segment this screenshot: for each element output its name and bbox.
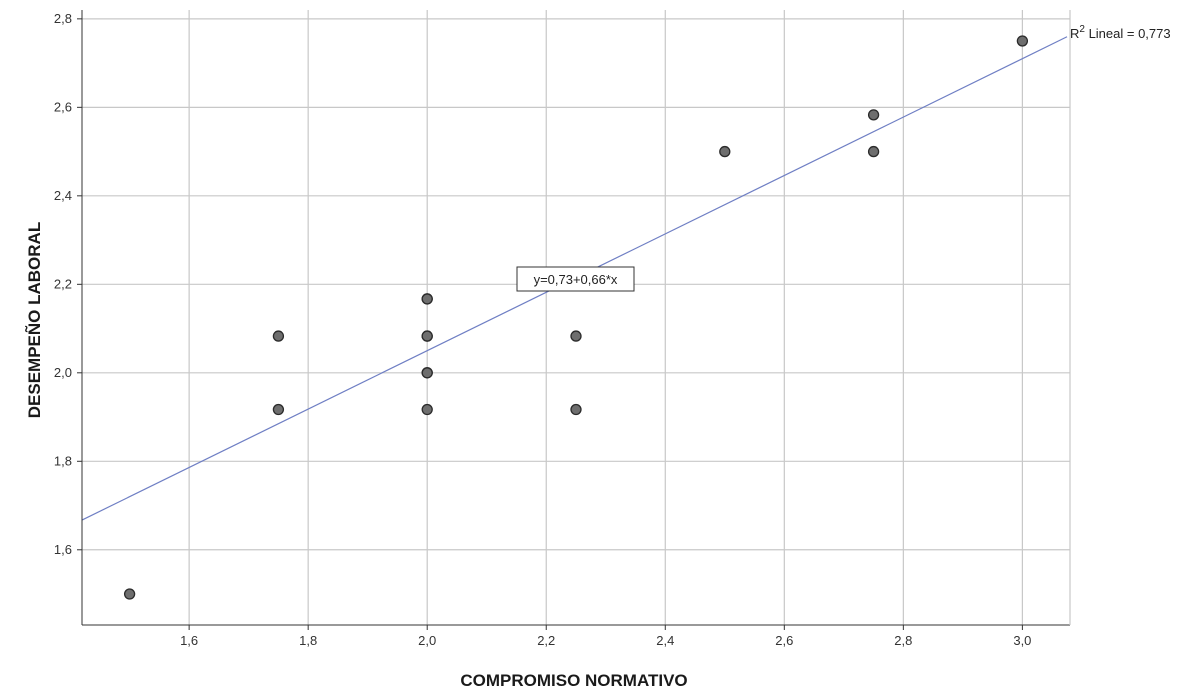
y-axis-label: DESEMPEÑO LABORAL — [24, 222, 44, 418]
y-tick-label: 2,6 — [54, 99, 72, 114]
x-tick-label: 2,0 — [418, 633, 436, 648]
equation-label: y=0,73+0,66*x — [534, 272, 618, 287]
equation-box — [516, 266, 635, 292]
data-point — [867, 145, 880, 158]
data-point — [421, 367, 433, 379]
data-point — [570, 403, 582, 416]
data-point — [272, 403, 285, 416]
x-tick-label: 1,6 — [180, 633, 198, 648]
y-tick-label: 2,4 — [54, 188, 72, 203]
y-tick-label: 1,6 — [54, 542, 72, 557]
r2-label: R2 Lineal = 0,773 — [1070, 24, 1171, 41]
axes — [77, 10, 1071, 630]
y-tick-label: 2,0 — [54, 365, 72, 380]
y-tick-label: 2,8 — [54, 11, 72, 26]
r2-text: Lineal = 0,773 — [1085, 26, 1171, 41]
x-axis-label: COMPROMISO NORMATIVO — [460, 671, 687, 690]
x-tick-label: 2,8 — [894, 633, 912, 648]
data-point — [123, 588, 136, 600]
x-tick-label: 2,4 — [656, 633, 674, 648]
data-point — [719, 145, 731, 158]
data-point — [570, 330, 582, 342]
equation-annotation: y=0,73+0,66*x — [516, 266, 635, 292]
data-point — [272, 330, 285, 342]
data-point — [421, 403, 433, 416]
r2-prefix: R — [1070, 26, 1079, 41]
data-point — [1016, 35, 1029, 47]
x-tick-label: 1,8 — [299, 633, 317, 648]
data-point — [421, 293, 433, 305]
data-points — [123, 35, 1029, 600]
y-tick-label: 2,2 — [54, 276, 72, 291]
data-point — [867, 109, 880, 121]
data-point — [421, 330, 433, 342]
x-tick-labels: 1,6 1,8 2,0 2,2 2,4 2,6 2,8 3,0 — [180, 633, 1031, 648]
x-tick-label: 3,0 — [1013, 633, 1031, 648]
y-tick-label: 1,8 — [54, 453, 72, 468]
x-tick-label: 2,2 — [537, 633, 555, 648]
grid-lines — [82, 10, 1070, 625]
x-tick-label: 2,6 — [775, 633, 793, 648]
r2-superscript: 2 — [1079, 24, 1085, 35]
y-tick-labels: 1,6 1,8 2,0 2,2 2,4 2,6 2,8 — [54, 11, 72, 557]
